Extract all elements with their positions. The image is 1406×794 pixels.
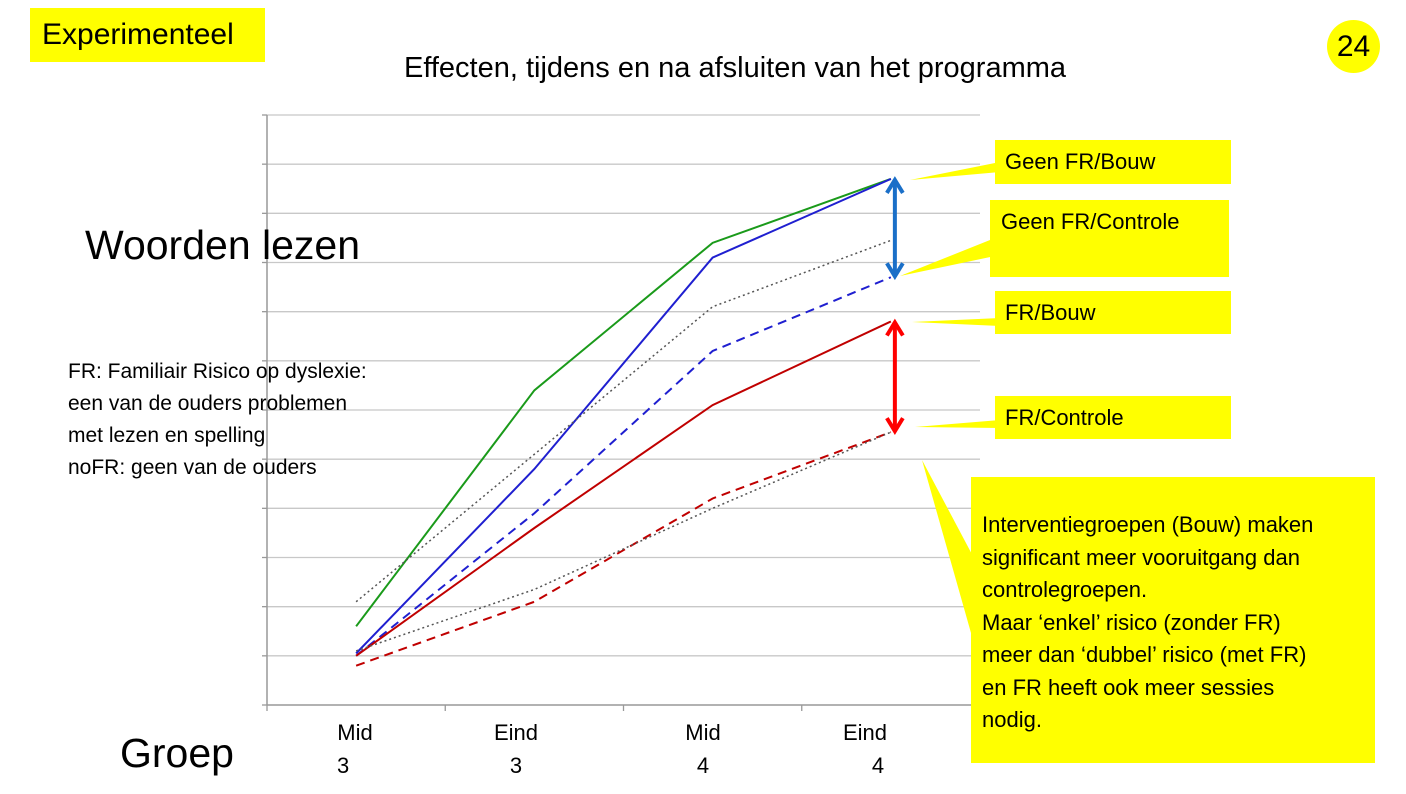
x-axis-label: Groep xyxy=(120,730,234,776)
tick-label: Eind xyxy=(493,720,539,745)
note-line: een van de ouders problemen xyxy=(68,392,348,415)
noFR-gap-arrow-head-up xyxy=(885,176,905,194)
tick-label: 3 xyxy=(337,753,350,778)
callout-geen-fr-bouw: Geen FR/Bouw xyxy=(995,140,1231,184)
callout-fr-bouw: FR/Bouw xyxy=(995,291,1231,334)
FR-gap-arrow-head-down xyxy=(885,417,905,435)
tick-label: Mid xyxy=(337,720,373,745)
tick-label: Eind xyxy=(842,720,888,745)
note-line: met lezen en spelling xyxy=(68,424,266,447)
series-line-geen-fr-bouw-blauw- xyxy=(355,178,892,655)
noFR-gap-arrow-head-down xyxy=(885,262,905,281)
conclusion-line: significant meer vooruitgang dan xyxy=(982,544,1300,570)
tick-label: Mid xyxy=(685,720,721,745)
tick-label: 3 xyxy=(509,753,523,778)
conclusion-line: Maar ‘enkel’ risico (zonder FR) xyxy=(982,609,1281,635)
callout-geen-fr-controle: Geen FR/Controle xyxy=(990,200,1229,277)
y-axis-label: Woorden lezen xyxy=(85,222,361,268)
conclusion-line: Interventiegroepen (Bouw) maken xyxy=(982,512,1314,537)
conclusion-line: meer dan ‘dubbel’ risico (met FR) xyxy=(982,642,1307,667)
x-tick-mid-3: Mid 3 xyxy=(315,716,395,782)
FR-gap-arrow-head-up xyxy=(885,318,905,337)
conclusion-line: en FR heeft ook meer sessies xyxy=(982,674,1275,700)
page-number-badge: 24 xyxy=(1327,20,1380,73)
callout-pointer xyxy=(915,420,1000,428)
callout-pointer xyxy=(910,162,1000,180)
tick-label: 4 xyxy=(871,753,885,778)
definition-note: FR: Familiair Risico op dyslexie: een va… xyxy=(68,356,367,484)
conclusion-callout: Interventiegroepen (Bouw) maken signific… xyxy=(971,477,1375,763)
x-tick-mid-4: Mid 4 xyxy=(663,716,743,782)
series-line-geen-fr-controle xyxy=(355,276,892,657)
chart-title: Effecten, tijdens en na afsluiten van he… xyxy=(403,52,1067,84)
callout-pointer xyxy=(912,318,1000,326)
x-tick-eind-4: Eind 4 xyxy=(825,716,905,782)
tick-label: 4 xyxy=(696,753,710,778)
conclusion-line: nodig. xyxy=(982,707,1042,732)
note-line: FR: Familiair Risico op dyslexie: xyxy=(68,360,367,383)
x-tick-eind-3: Eind 3 xyxy=(476,716,556,782)
note-line: noFR: geen van de ouders xyxy=(68,456,317,479)
callout-fr-controle: FR/Controle xyxy=(995,396,1231,439)
series-line-norm-laag xyxy=(355,431,892,652)
series-line-fr-controle xyxy=(355,431,892,667)
conclusion-line: controlegroepen. xyxy=(982,577,1148,602)
section-tag: Experimenteel xyxy=(30,8,265,62)
series-line-geen-fr-bouw xyxy=(355,177,892,627)
callout-pointer xyxy=(900,238,995,276)
series-line-norm-hoog xyxy=(355,239,892,603)
series-line-fr-bouw xyxy=(355,320,892,657)
